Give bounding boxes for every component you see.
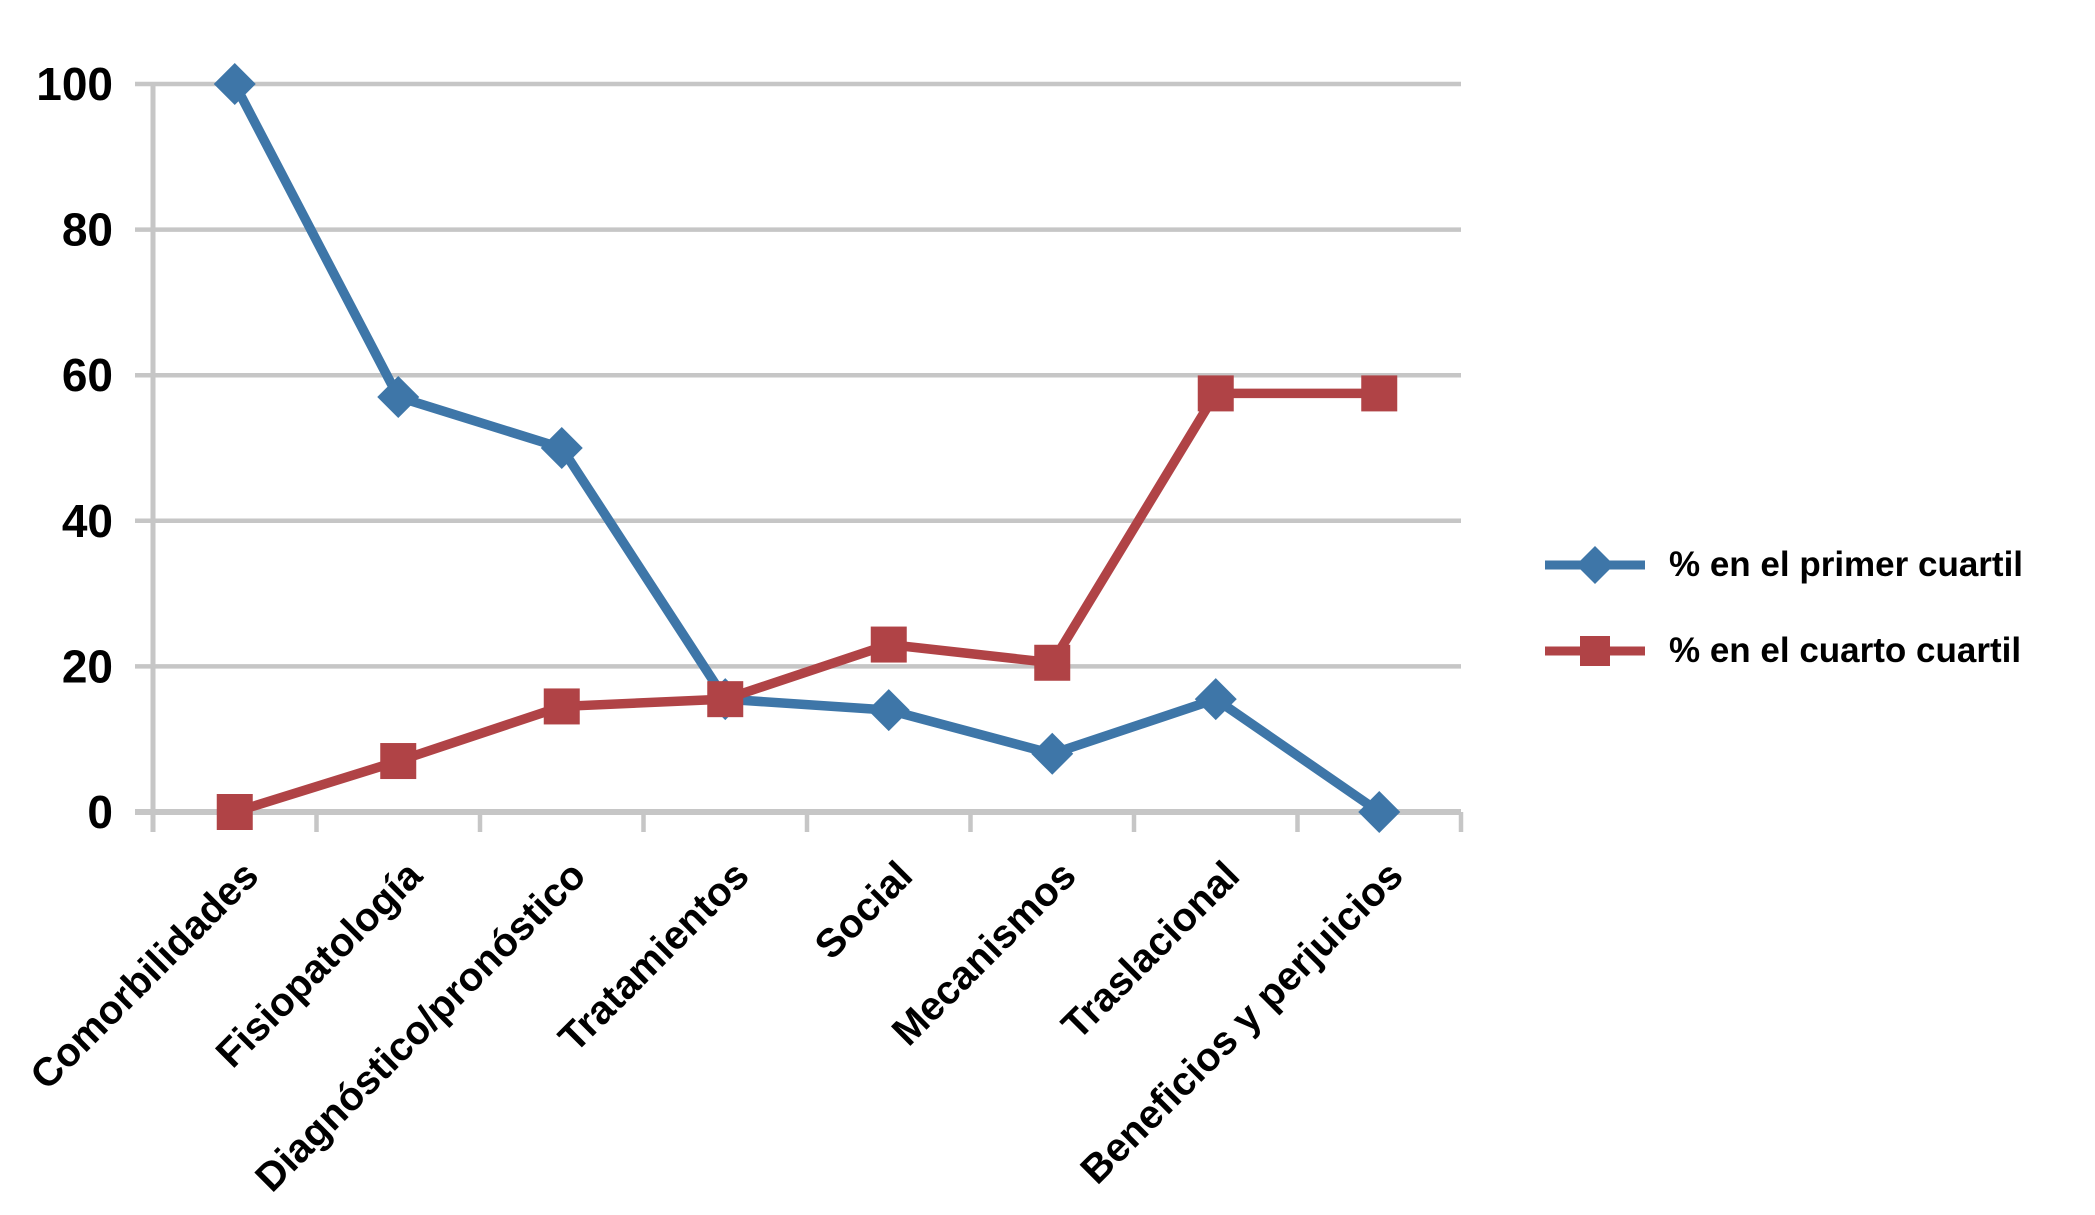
marker-square-traslacional — [1197, 375, 1234, 412]
y-tick-label-60: 60 — [62, 349, 113, 401]
series-line-en-el-primer-cuartil — [230, 81, 1382, 816]
marker-square-beneficios-y-perjuicios — [1361, 375, 1398, 412]
marker-diamond-diagnostico-pronostico — [540, 427, 583, 469]
marker-square-diagnostico-pronostico — [543, 688, 580, 725]
legend-label-primer-cuartil: % en el primer cuartil — [1669, 545, 2024, 584]
marker-diamond-social — [867, 689, 910, 732]
legend-marker-square-icon — [1545, 636, 1645, 666]
legend-diamond-glyph — [1576, 546, 1614, 584]
legend-square-glyph — [1580, 636, 1610, 666]
marker-diamond-beneficios-y-perjuicios — [1358, 791, 1401, 833]
marker-diamond-traslacional — [1194, 678, 1237, 721]
legend-item-primer-cuartil: % en el primer cuartil — [1545, 540, 2023, 590]
legend-label-cuarto-cuartil: % en el cuarto cuartil — [1669, 631, 2022, 670]
marker-diamond-fisiopatologia — [377, 376, 420, 419]
marker-diamond-mecanismos — [1031, 732, 1074, 775]
x-category-label-social: Social — [807, 853, 921, 967]
marker-square-social — [870, 626, 907, 663]
y-tick-label-40: 40 — [62, 495, 113, 547]
marker-square-mecanismos — [1034, 644, 1071, 681]
x-category-label-diagnostico-pronostico: Diagnóstico/pronóstico — [247, 853, 594, 1200]
legend: % en el primer cuartil % en el cuarto cu… — [1545, 540, 2023, 676]
y-tick-label-0: 0 — [87, 786, 113, 838]
y-tick-label-100: 100 — [36, 58, 113, 110]
y-tick-label-20: 20 — [62, 640, 113, 692]
marker-diamond-comorbilidades — [213, 63, 256, 105]
legend-marker-diamond-icon — [1545, 546, 1645, 584]
y-tick-label-80: 80 — [62, 204, 113, 256]
marker-square-tratamientos — [707, 681, 744, 718]
marker-square-comorbilidades — [216, 794, 253, 830]
legend-item-cuarto-cuartil: % en el cuarto cuartil — [1545, 626, 2023, 676]
marker-square-fisiopatologia — [380, 743, 417, 780]
x-category-label-beneficios-y-perjuicios: Beneficios y perjuicios — [1072, 853, 1411, 1192]
series-line-en-el-cuarto-cuartil — [233, 388, 1380, 817]
